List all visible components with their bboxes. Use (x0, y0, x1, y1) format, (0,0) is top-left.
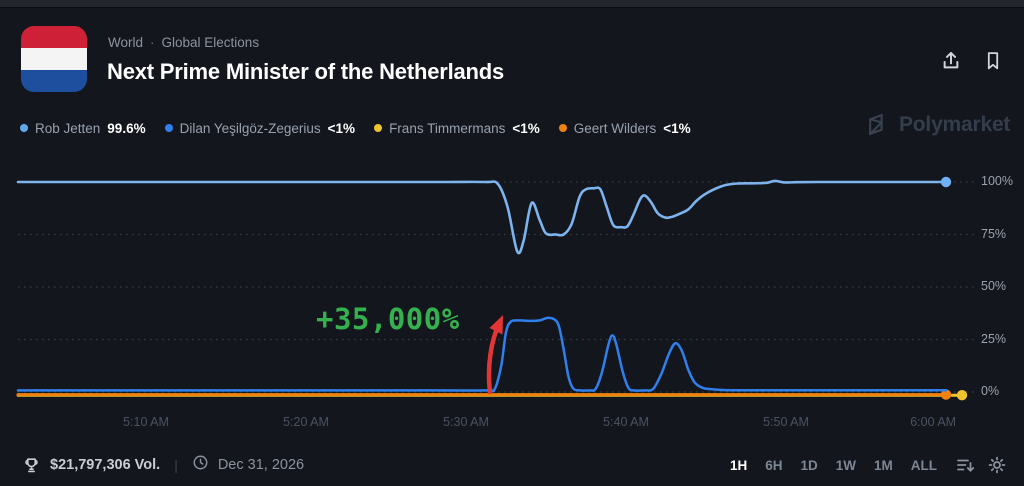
bookmark-icon (987, 52, 999, 70)
legend-item-3[interactable]: Geert Wilders <1% (558, 120, 691, 136)
chart-controls: 1H 6H 1D 1W 1M ALL (721, 453, 1010, 477)
end-date-text: Dec 31, 2026 (217, 457, 305, 473)
x-tick-label: 5:50 AM (763, 415, 809, 429)
legend-item-0[interactable]: Rob Jetten 99.6% (20, 121, 146, 136)
market-stats: $21,797,306 Vol. | Dec 31, 2026 (22, 454, 304, 476)
legend-dot-icon (20, 124, 28, 132)
timeframe-1d[interactable]: 1D (800, 457, 818, 473)
chart-legend: Rob Jetten 99.6% Dilan Yeşilgöz-Zegerius <1… (20, 118, 691, 138)
series-line (16, 179, 948, 255)
x-tick-label: 5:10 AM (123, 415, 169, 429)
legend-outcome-value: <1% (512, 120, 540, 136)
breadcrumb-separator: · (150, 35, 155, 50)
breadcrumb: World · Global Elections (108, 35, 259, 50)
legend-item-1[interactable]: Dilan Yeşilgöz-Zegerius <1% (164, 120, 356, 136)
timeframe-6h[interactable]: 6H (765, 457, 783, 473)
legend-dot-icon (374, 124, 383, 132)
breadcrumb-world[interactable]: World (108, 35, 144, 50)
clock-icon (192, 454, 209, 476)
page-title: Next Prime Minister of the Netherlands (107, 59, 505, 84)
polymarket-logo-icon (869, 113, 883, 136)
series-line (16, 316, 948, 393)
footer-divider: | (174, 457, 178, 473)
polymarket-watermark: Polymarket (866, 112, 1010, 137)
timeframe-1m[interactable]: 1M (873, 457, 893, 473)
timeframe-1w[interactable]: 1W (835, 457, 856, 473)
footer-bar: $21,797,306 Vol. | Dec 31, 2026 1H 6H 1D 1W… (0, 448, 1024, 482)
settings-button[interactable] (984, 453, 1010, 477)
annotation-arrow (486, 315, 503, 395)
polymarket-watermark-text: Polymarket (899, 112, 1011, 136)
timeframe-selector: 1H 6H 1D 1W 1M ALL (721, 454, 946, 477)
breadcrumb-global-elections[interactable]: Global Elections (161, 35, 260, 50)
gain-annotation: +35,000% (316, 302, 460, 336)
series-endpoint-dot (940, 389, 952, 400)
y-tick-label: 50% (981, 279, 1007, 293)
legend-outcome-name: Dilan Yeşilgöz-Zegerius (179, 120, 321, 136)
timeframe-1h[interactable]: 1H (729, 457, 748, 473)
trophy-icon (25, 457, 38, 472)
legend-dot-icon (164, 124, 173, 132)
volume-text: $21,797,306 Vol. (50, 457, 161, 473)
y-tick-label: 100% (981, 174, 1013, 188)
legend-outcome-value: 99.6% (107, 120, 146, 136)
share-button[interactable] (938, 48, 964, 74)
y-tick-label: 75% (981, 226, 1007, 241)
x-tick-label: 6:00 AM (910, 415, 957, 429)
legend-outcome-name: Geert Wilders (573, 120, 657, 136)
y-tick-label: 0% (981, 384, 1000, 398)
netherlands-flag-icon (21, 26, 87, 92)
y-tick-label: 25% (981, 331, 1007, 346)
scale-toggle-button[interactable] (952, 453, 978, 477)
legend-outcome-value: <1% (663, 120, 691, 136)
legend-outcome-value: <1% (327, 120, 356, 136)
x-tick-label: 5:40 AM (603, 415, 649, 429)
share-icon (943, 51, 959, 69)
series-endpoint-dot (940, 176, 952, 188)
timeframe-all[interactable]: ALL (910, 457, 937, 473)
header-actions (938, 48, 1006, 74)
window-top-strip (0, 0, 1024, 8)
x-tick-label: 5:30 AM (443, 415, 489, 429)
bookmark-button[interactable] (980, 48, 1006, 74)
legend-dot-icon (558, 124, 567, 132)
chart-series (16, 176, 968, 401)
series-endpoint-dot (956, 390, 968, 401)
legend-outcome-name: Frans Timmermans (389, 120, 506, 136)
log-scale-icon (957, 459, 975, 472)
gridlines (18, 181, 976, 393)
gear-icon (988, 456, 1006, 474)
legend-item-2[interactable]: Frans Timmermans <1% (374, 121, 540, 136)
legend-outcome-name: Rob Jetten (35, 120, 101, 136)
x-tick-label: 5:20 AM (283, 415, 329, 429)
